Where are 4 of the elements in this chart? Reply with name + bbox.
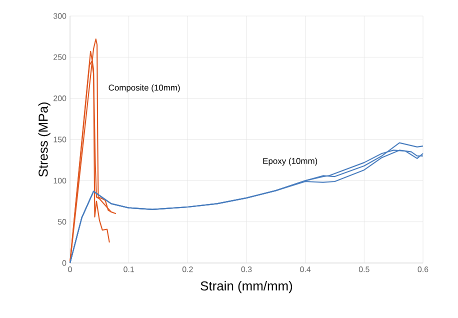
y-axis-title: Stress (MPa): [38, 102, 50, 177]
x-axis-title: Strain (mm/mm): [200, 280, 292, 294]
annotation: Epoxy (10mm): [263, 158, 318, 166]
annotation: Composite (10mm): [108, 84, 180, 92]
